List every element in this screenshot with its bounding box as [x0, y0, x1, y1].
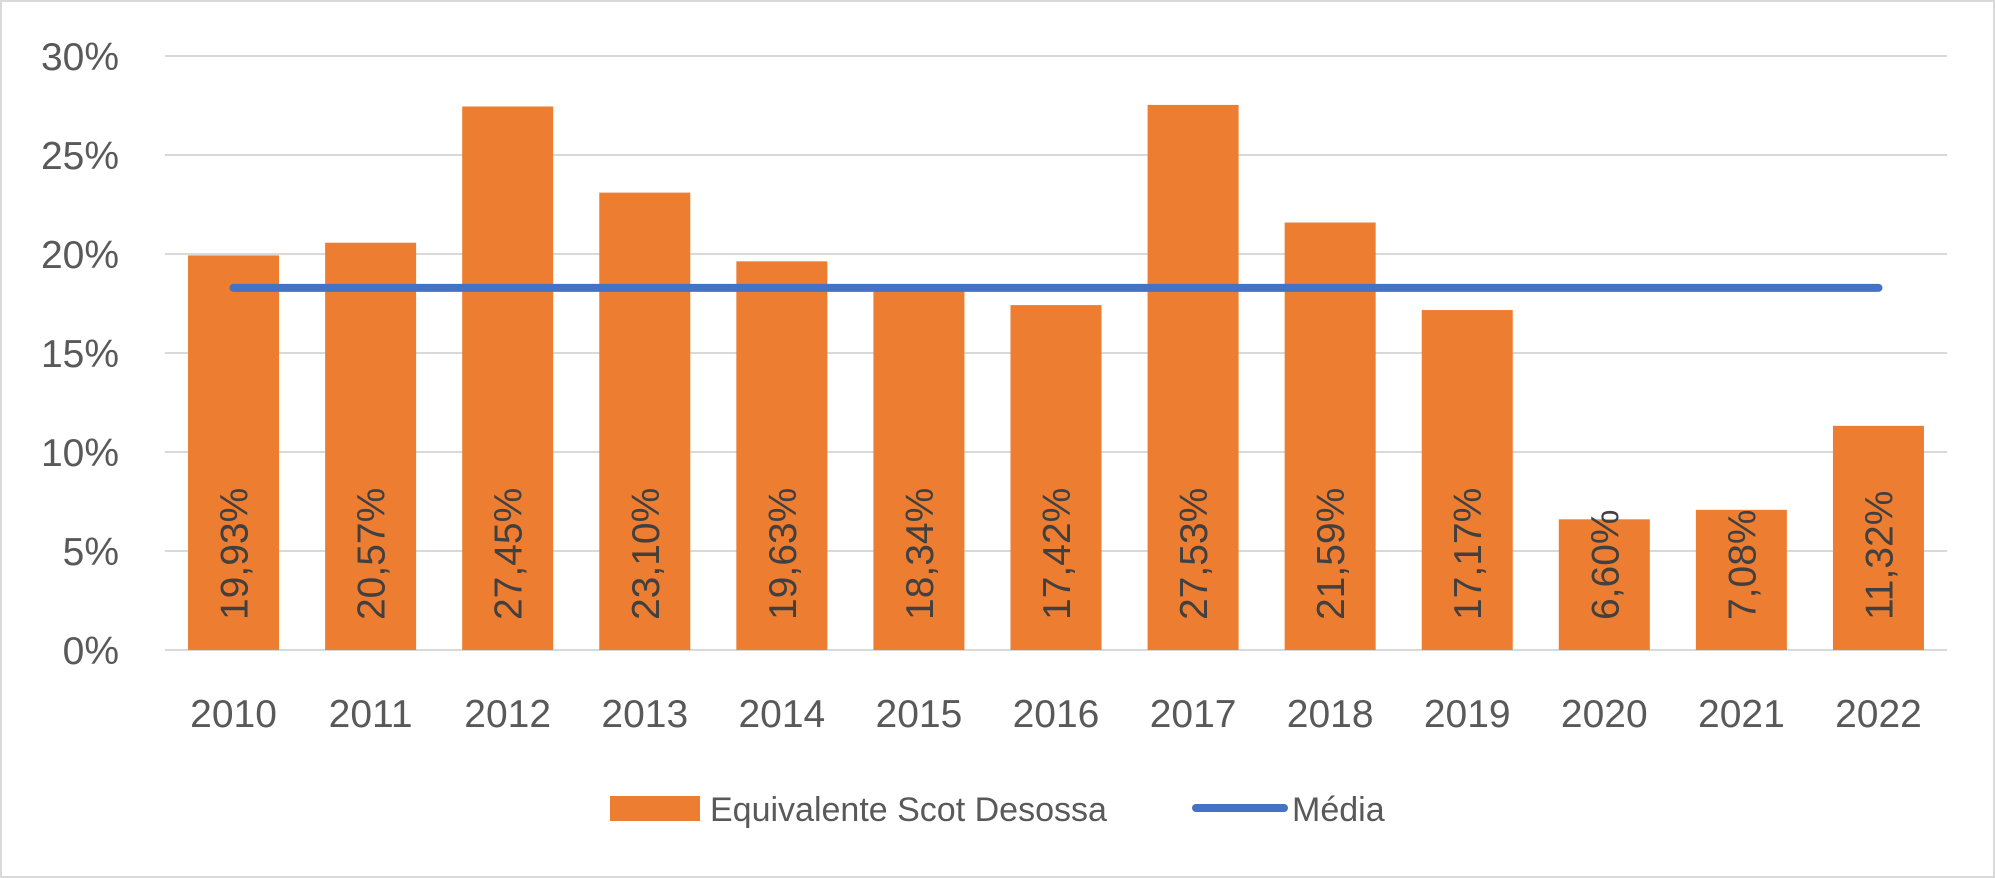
legend: Equivalente Scot Desossa Média [610, 791, 1385, 829]
bar-data-label: 21,59% [1310, 488, 1353, 620]
bar-2017 [1147, 104, 1239, 650]
x-tick-label: 2016 [1013, 693, 1100, 736]
bar-2013 [599, 192, 691, 650]
bar-2011 [325, 242, 417, 651]
bar-2022 [1832, 425, 1924, 650]
y-tick-label: 10% [41, 432, 119, 475]
y-tick-label: 0% [63, 630, 119, 673]
y-tick-label: 20% [41, 234, 119, 277]
x-tick-label: 2013 [601, 693, 688, 736]
legend-line-label: Média [1292, 791, 1385, 829]
x-tick-label: 2014 [738, 693, 825, 736]
bar-data-label: 27,53% [1173, 488, 1216, 620]
bar-2014 [736, 261, 828, 650]
bar-data-label: 17,17% [1447, 488, 1490, 620]
bar-data-label: 11,32% [1858, 491, 1901, 620]
x-tick-label: 2015 [876, 693, 963, 736]
x-tick-label: 2010 [190, 693, 277, 736]
bars [188, 104, 1924, 651]
bar-2016 [1010, 305, 1102, 650]
bar-2012 [462, 106, 554, 651]
x-axis-tick-labels: 2010 2011 2012 2013 2014 2015 2016 2017 2018 2019… [190, 693, 1922, 736]
y-tick-label: 5% [63, 531, 119, 574]
bar-data-label: 17,42% [1036, 488, 1079, 620]
legend-bar-label: Equivalente Scot Desossa [710, 791, 1107, 829]
y-tick-label: 15% [41, 333, 119, 376]
bar-data-label: 6,60% [1584, 509, 1627, 620]
x-tick-label: 2018 [1287, 693, 1374, 736]
y-axis-tick-labels: 0% 5% 10% 15% 20% 25% 30% [41, 36, 119, 673]
bar-data-labels: 19,93% 20,57% 27,45% 23,10% 19,63% 18,34% 17,4… [214, 488, 1902, 620]
bar-2015 [873, 286, 965, 650]
bar-2019 [1421, 310, 1513, 650]
bar-data-label: 18,34% [899, 488, 942, 620]
bar-2010 [188, 255, 280, 651]
bar-data-label: 19,93% [214, 488, 257, 620]
bar-data-label: 7,08% [1721, 509, 1764, 620]
legend-bar-swatch [610, 796, 700, 821]
x-tick-label: 2022 [1835, 693, 1922, 736]
x-tick-label: 2012 [464, 693, 551, 736]
bar-data-label: 19,63% [762, 488, 805, 620]
bar-2018 [1284, 222, 1376, 650]
x-tick-label: 2021 [1698, 693, 1785, 736]
bar-data-label: 20,57% [351, 488, 394, 620]
bar-data-label: 23,10% [625, 488, 668, 620]
bar-data-label: 27,45% [488, 488, 531, 620]
bar-2020 [1558, 519, 1650, 650]
y-tick-label: 25% [41, 135, 119, 178]
x-tick-label: 2017 [1150, 693, 1237, 736]
x-tick-label: 2019 [1424, 693, 1511, 736]
bar-2021 [1695, 509, 1787, 650]
x-tick-label: 2011 [329, 693, 413, 736]
x-tick-label: 2020 [1561, 693, 1648, 736]
y-tick-label: 30% [41, 36, 119, 79]
